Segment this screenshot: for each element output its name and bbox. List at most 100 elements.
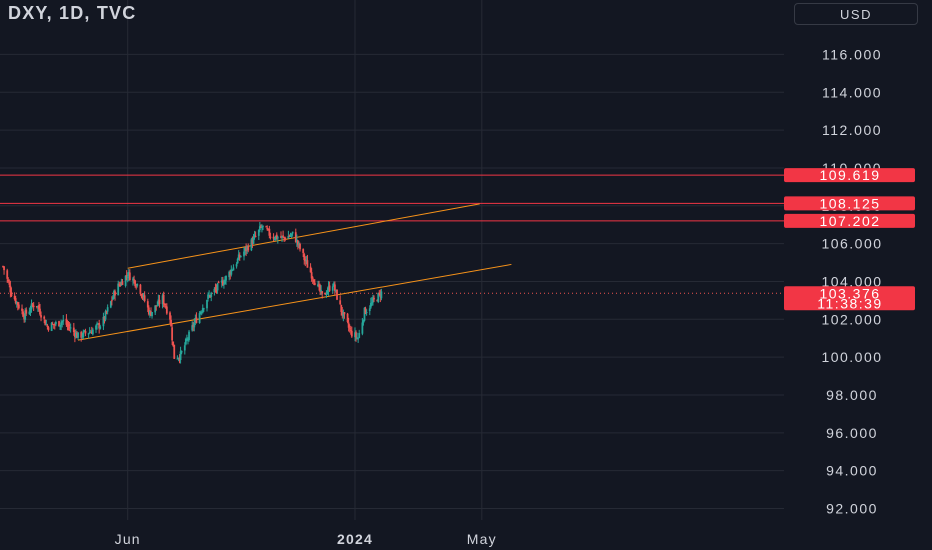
candle-body bbox=[110, 300, 113, 302]
candle-body bbox=[358, 332, 361, 338]
candle-body bbox=[165, 306, 168, 314]
candle-body bbox=[3, 266, 5, 271]
candle-body bbox=[349, 329, 352, 331]
candle-body bbox=[369, 302, 372, 308]
candle-body bbox=[10, 292, 13, 297]
candle-body bbox=[150, 311, 152, 316]
candle-body bbox=[327, 286, 330, 291]
candle-body bbox=[306, 260, 309, 268]
candle-body bbox=[162, 294, 165, 305]
candle-body bbox=[112, 297, 114, 300]
candle-body bbox=[154, 305, 157, 313]
last-price-tag-bg bbox=[784, 286, 915, 311]
x-tick-label: Jun bbox=[115, 531, 141, 547]
candle-body bbox=[89, 331, 92, 333]
candle-body bbox=[169, 312, 171, 320]
candle-body bbox=[275, 234, 278, 239]
candle-body bbox=[126, 276, 129, 278]
candle-body bbox=[177, 357, 180, 359]
candle-body bbox=[328, 285, 331, 291]
candle-body bbox=[372, 298, 374, 303]
candle-body bbox=[208, 295, 211, 297]
candle-body bbox=[81, 336, 84, 338]
candle-body bbox=[214, 288, 217, 290]
chart-grid bbox=[0, 0, 784, 520]
price-axis: 116.000114.000112.000110.000108.000106.0… bbox=[821, 46, 882, 516]
candle-body bbox=[66, 324, 69, 326]
candle-body bbox=[36, 306, 39, 308]
candle-body bbox=[303, 254, 306, 261]
candle-body bbox=[139, 284, 142, 294]
candle-body bbox=[136, 283, 139, 286]
candle-body bbox=[87, 333, 90, 335]
candle-body bbox=[324, 293, 327, 295]
candle-body bbox=[221, 281, 224, 286]
candle-body bbox=[170, 319, 172, 327]
candle-body bbox=[220, 280, 223, 283]
candle-body bbox=[245, 246, 248, 251]
candle-body bbox=[283, 237, 286, 239]
candle-body bbox=[9, 285, 12, 293]
candle-body bbox=[368, 308, 371, 312]
candle-body bbox=[44, 319, 47, 326]
candle-body bbox=[83, 330, 86, 332]
candle-body bbox=[343, 312, 346, 315]
candle-body bbox=[46, 325, 49, 327]
candle-body bbox=[24, 310, 27, 320]
candle-body bbox=[68, 327, 71, 329]
level-tag-bg bbox=[784, 196, 915, 211]
candle-body bbox=[17, 304, 20, 309]
candle-body bbox=[121, 281, 124, 286]
y-tick-label: 106.000 bbox=[821, 236, 882, 252]
candle-body bbox=[135, 286, 138, 288]
candle-body bbox=[50, 322, 53, 332]
candle-body bbox=[288, 235, 291, 237]
candle-body bbox=[54, 321, 57, 325]
y-tick-label: 98.000 bbox=[826, 387, 878, 403]
currency-button[interactable]: USD bbox=[794, 3, 918, 25]
candle-body bbox=[272, 236, 275, 239]
candle-body bbox=[25, 309, 28, 314]
candle-body bbox=[187, 338, 189, 340]
candle-body bbox=[15, 301, 18, 304]
candle-body bbox=[210, 292, 213, 297]
candle-body bbox=[262, 225, 264, 227]
symbol-title[interactable]: DXY, 1D, TVC bbox=[8, 3, 137, 23]
candle-body bbox=[146, 301, 149, 308]
candle-body bbox=[361, 322, 364, 334]
candle-body bbox=[173, 344, 176, 359]
candle-body bbox=[231, 269, 234, 271]
candle-body bbox=[290, 233, 293, 235]
candle-body bbox=[213, 288, 216, 293]
candle-body bbox=[97, 323, 100, 325]
candle-body bbox=[224, 279, 226, 284]
candle-body bbox=[238, 255, 241, 258]
candle-body bbox=[75, 332, 77, 338]
y-tick-label: 112.000 bbox=[822, 122, 882, 138]
candle-body bbox=[113, 290, 115, 298]
candle-body bbox=[206, 299, 208, 309]
candle-body bbox=[250, 239, 253, 251]
y-tick-label: 102.000 bbox=[821, 311, 882, 327]
candle-body bbox=[59, 324, 61, 327]
candle-body bbox=[124, 275, 127, 286]
candle-body bbox=[321, 291, 324, 294]
candle-body bbox=[69, 327, 72, 329]
candle-body bbox=[333, 284, 336, 291]
candle-body bbox=[16, 302, 19, 306]
candle-body bbox=[99, 326, 102, 329]
candle-body bbox=[228, 271, 231, 278]
candle-body bbox=[171, 327, 174, 341]
candle-body bbox=[38, 305, 40, 310]
candle-body bbox=[119, 285, 122, 287]
candle-body bbox=[253, 235, 256, 238]
candle-body bbox=[217, 282, 220, 284]
candle-body bbox=[200, 311, 203, 313]
y-tick-label: 116.000 bbox=[822, 46, 882, 62]
candle-body bbox=[91, 329, 94, 335]
candle-body bbox=[267, 228, 270, 230]
level-tag-label: 109.619 bbox=[819, 167, 880, 183]
candle-body bbox=[22, 311, 24, 317]
candle-body bbox=[117, 283, 120, 296]
